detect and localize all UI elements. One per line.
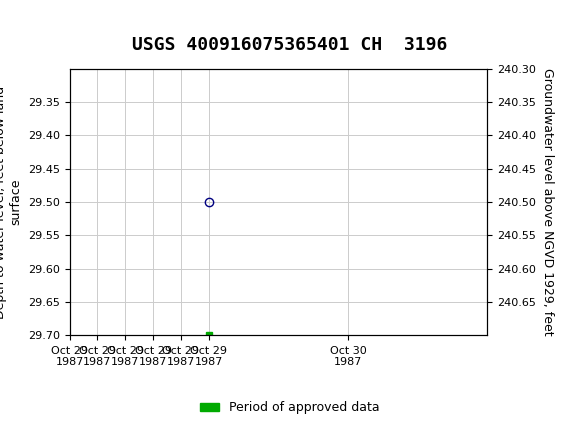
Text: USGS: USGS — [12, 12, 80, 33]
Y-axis label: Depth to water level, feet below land
surface: Depth to water level, feet below land su… — [0, 86, 22, 319]
Text: USGS 400916075365401 CH  3196: USGS 400916075365401 CH 3196 — [132, 36, 448, 54]
Y-axis label: Groundwater level above NGVD 1929, feet: Groundwater level above NGVD 1929, feet — [542, 68, 554, 336]
Legend: Period of approved data: Period of approved data — [195, 396, 385, 419]
